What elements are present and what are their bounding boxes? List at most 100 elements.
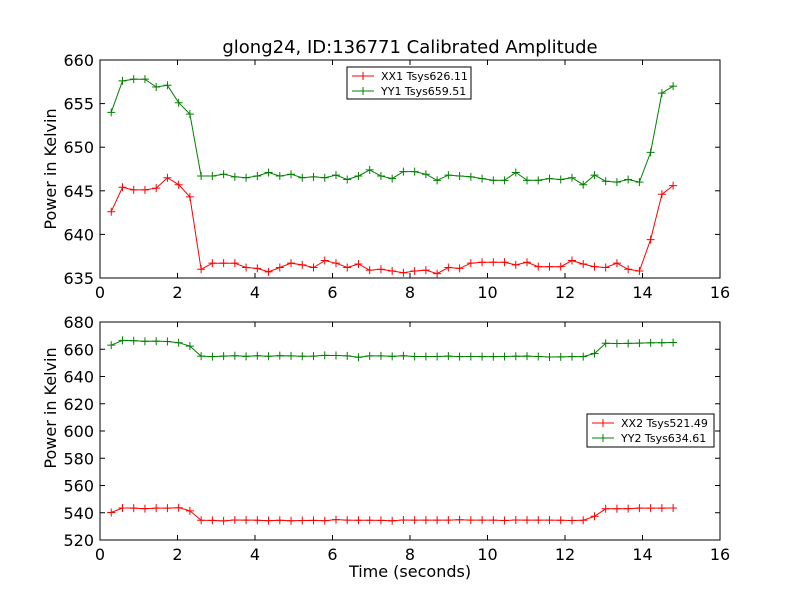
- bottom-series-1-point: [399, 515, 408, 524]
- bottom-series-2-point: [579, 352, 588, 361]
- bottom-series-2-point: [354, 353, 363, 362]
- bottom-legend-box: [586, 413, 715, 448]
- bottom-series-2-point: [646, 338, 655, 347]
- bottom-series-1-point: [466, 516, 475, 525]
- bottom-series-2-point: [421, 352, 430, 361]
- top-series-2-point: [219, 170, 228, 179]
- bottom-series-1-point: [264, 516, 273, 525]
- top-series-2-point: [624, 175, 633, 184]
- bottom-series-1-point: [107, 508, 116, 517]
- top-series-2-point: [444, 171, 453, 180]
- top-series-1-point: [410, 267, 419, 276]
- bottom-series-1-point: [489, 516, 498, 525]
- bottom-series-2-point: [657, 338, 666, 347]
- bottom-series-2-point: [433, 352, 442, 361]
- top-series-1-point: [523, 258, 532, 267]
- top-series-2-point: [197, 171, 206, 180]
- top-series-1-point: [309, 263, 318, 272]
- bottom-series-1-point: [152, 504, 161, 513]
- bottom-series-2-point: [185, 342, 194, 351]
- bottom-y-tick-label: 620: [63, 395, 94, 414]
- bottom-series-2-point: [601, 339, 610, 348]
- bottom-series-2-point: [489, 352, 498, 361]
- bottom-series-1-point: [163, 504, 172, 513]
- top-series-2-point: [601, 177, 610, 186]
- top-series-2-point: [298, 173, 307, 182]
- bottom-legend-marker-2: [599, 434, 607, 442]
- top-series-2-point: [579, 180, 588, 189]
- bottom-y-tick-label: 540: [63, 504, 94, 523]
- top-series-2-point: [433, 176, 442, 185]
- top-series-2-point: [287, 170, 296, 179]
- top-series-2-point: [354, 171, 363, 180]
- bottom-series-2-point: [500, 352, 509, 361]
- bottom-series-1-point: [197, 516, 206, 525]
- bottom-series-1-point: [230, 515, 239, 524]
- bottom-series-2-point: [298, 352, 307, 361]
- top-series-1-point: [264, 267, 273, 276]
- bottom-series-1-point: [545, 516, 554, 525]
- top-series-1-point: [444, 263, 453, 272]
- bottom-series-2-point: [567, 352, 576, 361]
- bottom-legend-label-1: XX2 Tsys521.49: [621, 417, 708, 430]
- top-series-1-point: [579, 260, 588, 269]
- bottom-y-tick-label: 660: [63, 340, 94, 359]
- bottom-series-1-point: [129, 504, 138, 513]
- bottom-x-tick-label: 16: [710, 545, 730, 564]
- bottom-legend-marker-1: [599, 419, 607, 427]
- top-series-1-point: [478, 258, 487, 267]
- top-legend-marker-1: [359, 72, 367, 80]
- top-series-2-point: [118, 76, 127, 85]
- bottom-series-1-point: [309, 516, 318, 525]
- bottom-series-1-point: [556, 516, 565, 525]
- bottom-series-2-point: [590, 349, 599, 358]
- top-y-tick-label: 660: [63, 51, 94, 70]
- bottom-y-axis-label: Power in Kelvin: [41, 347, 60, 468]
- top-y-tick-label: 645: [63, 182, 94, 201]
- bottom-series-2-point: [174, 338, 183, 347]
- bottom-series-1-point: [376, 516, 385, 525]
- bottom-series-1-point: [242, 516, 251, 525]
- bottom-x-tick-label: 10: [477, 545, 497, 564]
- bottom-series-2-point: [140, 337, 149, 346]
- bottom-series-1-point: [343, 516, 352, 525]
- bottom-series-2-point: [545, 353, 554, 362]
- top-legend-box: [346, 66, 472, 100]
- bottom-series-1-point: [253, 516, 262, 525]
- top-series-1-point: [466, 259, 475, 268]
- top-series-2-point: [500, 176, 509, 185]
- top-series-2-point: [140, 75, 149, 84]
- top-series-2-point: [163, 81, 172, 90]
- bottom-x-tick-label: 2: [172, 545, 182, 564]
- top-series-1-point: [152, 184, 161, 193]
- top-legend-label-1: XX1 Tsys626.11: [381, 70, 468, 83]
- top-series-2-point: [646, 148, 655, 157]
- top-series-1-point: [219, 259, 228, 268]
- bottom-series-1-point: [320, 516, 329, 525]
- bottom-series-1-point: [511, 515, 520, 524]
- bottom-series-2-point: [399, 351, 408, 360]
- top-series-2-point: [612, 178, 621, 187]
- top-series-1-point: [612, 259, 621, 268]
- bottom-series-2-point: [388, 352, 397, 361]
- bottom-series-1-point: [388, 516, 397, 525]
- top-y-axis-label: Power in Kelvin: [41, 108, 60, 229]
- bottom-series-1-point: [657, 504, 666, 513]
- top-series-1-point: [242, 263, 251, 272]
- bottom-series-2-point: [163, 337, 172, 346]
- bottom-series-1-point: [601, 504, 610, 513]
- top-series-1-point: [567, 256, 576, 265]
- top-series-2-point: [567, 173, 576, 182]
- bottom-series-2-point: [242, 352, 251, 361]
- top-series-2-point: [365, 165, 374, 174]
- bottom-series-1-point: [635, 504, 644, 513]
- top-series-2-point: [107, 108, 116, 117]
- bottom-series-2-point: [208, 352, 217, 361]
- bottom-series-2-point: [253, 351, 262, 360]
- bottom-series-1-point: [646, 504, 655, 513]
- top-x-tick-label: 16: [710, 283, 730, 302]
- bottom-series-1-point: [478, 516, 487, 525]
- bottom-series-1-point: [500, 516, 509, 525]
- top-series-1-point: [421, 266, 430, 275]
- bottom-series-2-point: [466, 352, 475, 361]
